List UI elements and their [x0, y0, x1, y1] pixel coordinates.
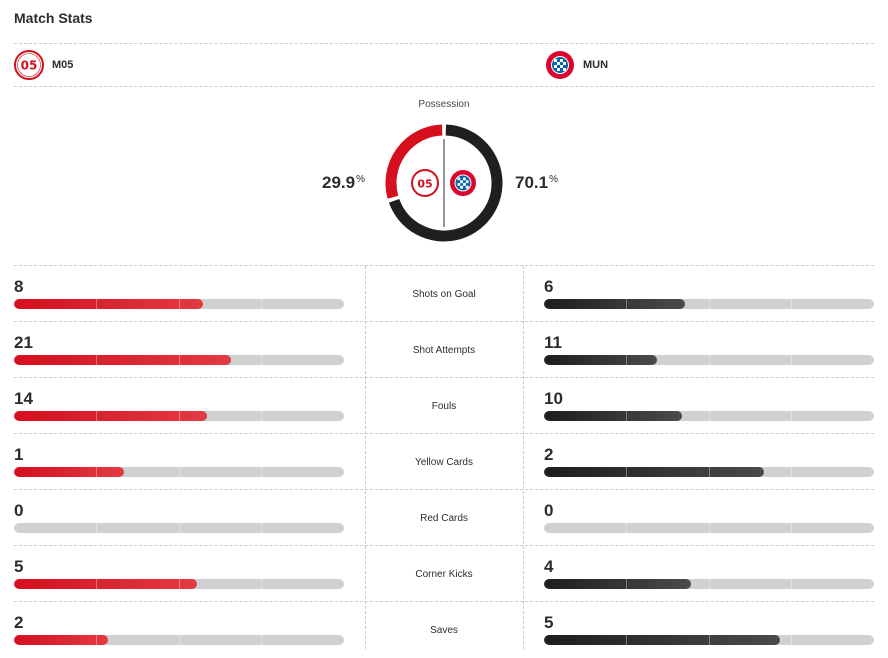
home-stat-bar-fill [14, 635, 109, 645]
home-stat-bar-fill [14, 355, 231, 365]
divider [14, 321, 874, 322]
divider [365, 266, 366, 649]
home-stat-value: 21 [14, 333, 33, 352]
away-stat-value: 11 [544, 333, 562, 352]
home-stat-value: 14 [14, 389, 33, 408]
away-stat-value: 6 [544, 277, 554, 296]
away-stat-bar-fill [544, 467, 764, 477]
home-team[interactable]: 05 M05 [14, 50, 73, 80]
home-stat-bar [14, 635, 344, 645]
away-stat-bar [544, 299, 874, 309]
away-stat-bar [544, 635, 874, 645]
stat-row: 0 Red Cards 0 [14, 490, 874, 546]
stat-row: 8 Shots on Goal 6 [14, 266, 874, 322]
divider [14, 489, 874, 490]
home-stat-bar [14, 467, 344, 477]
stat-row: 1 Yellow Cards 2 [14, 434, 874, 490]
stat-row: 21 Shot Attempts 11 [14, 322, 874, 378]
away-stat-value: 5 [544, 613, 554, 632]
home-stat-value: 5 [14, 557, 24, 576]
home-stat-bar [14, 299, 344, 309]
mainz-05-crest-icon: 05 [14, 50, 44, 80]
away-stat-bar-fill [544, 411, 682, 421]
home-stat-bar-fill [14, 411, 207, 421]
away-stat-value: 4 [544, 557, 554, 576]
home-stat-bar [14, 411, 344, 421]
away-team-abbr: MUN [583, 59, 609, 71]
svg-text:05: 05 [21, 59, 38, 73]
away-team[interactable]: MUN [545, 50, 608, 80]
svg-text:05: 05 [417, 178, 432, 191]
away-stat-bar-fill [544, 355, 658, 365]
home-stat-bar-fill [14, 299, 203, 309]
bayern-munich-crest-icon [450, 170, 476, 196]
home-possession-arc [385, 124, 443, 199]
away-possession-value: 70.1% [515, 173, 558, 192]
possession-label: Possession [418, 99, 470, 110]
divider [14, 601, 874, 602]
stat-label: Shots on Goal [412, 288, 476, 300]
away-stat-bar [544, 579, 874, 589]
bayern-munich-crest-icon [546, 51, 574, 79]
home-team-abbr: M05 [52, 59, 74, 71]
away-stat-value: 10 [544, 389, 563, 408]
possession-donut-chart: 05 [385, 124, 503, 242]
divider [523, 266, 524, 649]
stat-label: Saves [430, 624, 458, 636]
home-stat-bar [14, 355, 344, 365]
away-stat-bar [544, 523, 874, 533]
home-stat-value: 1 [14, 445, 24, 464]
divider [14, 545, 874, 546]
away-stat-bar-fill [544, 579, 691, 589]
home-possession-value: 29.9% [322, 173, 365, 192]
away-stat-bar [544, 355, 874, 365]
home-stat-value: 8 [14, 277, 24, 296]
home-stat-bar [14, 579, 344, 589]
divider [14, 377, 874, 378]
stat-row: 5 Corner Kicks 4 [14, 546, 874, 602]
home-stat-bar-fill [14, 579, 198, 589]
mainz-05-crest-icon: 05 [411, 169, 439, 197]
stat-row: 14 Fouls 10 [14, 378, 874, 434]
stat-label: Shot Attempts [412, 344, 476, 356]
away-stat-value: 0 [544, 501, 554, 520]
away-possession-arc [388, 124, 503, 242]
stat-label: Yellow Cards [415, 456, 473, 468]
home-stat-bar-fill [14, 467, 124, 477]
divider [14, 433, 874, 434]
away-stat-bar-fill [544, 299, 686, 309]
away-stat-value: 2 [544, 445, 554, 464]
divider [14, 265, 874, 266]
stat-label: Fouls [431, 400, 457, 412]
stat-label: Red Cards [420, 512, 468, 524]
page-title: Match Stats [14, 10, 93, 26]
away-stat-bar [544, 411, 874, 421]
home-stat-value: 0 [14, 501, 24, 520]
away-stat-bar [544, 467, 874, 477]
away-stat-bar-fill [544, 635, 780, 645]
home-stat-value: 2 [14, 613, 24, 632]
home-stat-bar [14, 523, 344, 533]
divider [14, 43, 874, 44]
stat-label: Corner Kicks [415, 568, 473, 580]
stat-row: 2 Saves 5 [14, 602, 874, 658]
divider [14, 86, 874, 87]
